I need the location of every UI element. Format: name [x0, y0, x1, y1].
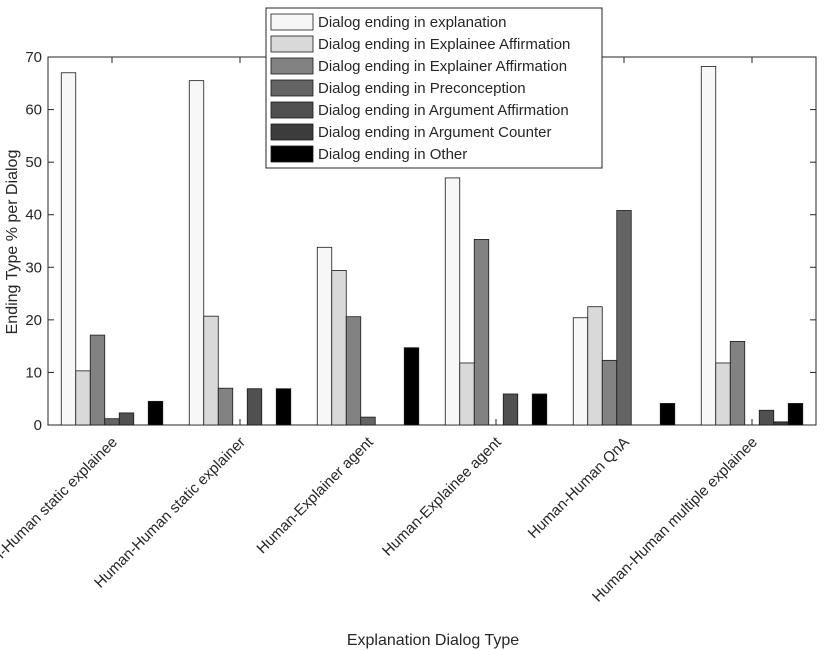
bar — [459, 362, 475, 426]
bar — [60, 72, 77, 426]
legend-swatch — [270, 123, 314, 141]
legend: Dialog ending in explanation Dialog endin… — [265, 7, 603, 169]
y-tick-label: 20 — [25, 312, 42, 329]
bar — [275, 388, 292, 426]
legend-entry: Dialog ending in Explainer Affirmation — [318, 58, 567, 75]
legend-swatch — [270, 35, 314, 53]
x-tick-label: Human-Explainer agent — [253, 433, 377, 557]
y-tick-label: 50 — [25, 154, 42, 171]
bar — [502, 393, 519, 426]
bar — [531, 393, 548, 426]
bar — [147, 400, 164, 426]
axis-labels: Ending Type % per Dialog Explanation Dia… — [4, 150, 519, 649]
bar — [659, 403, 676, 426]
legend-entry: Dialog ending in Other — [318, 146, 467, 163]
legend-swatch — [270, 101, 314, 119]
bar — [89, 334, 106, 426]
bars — [60, 66, 804, 426]
bar — [758, 409, 775, 426]
legend-box — [265, 7, 603, 169]
bar — [331, 270, 347, 426]
legend-swatch — [270, 13, 314, 31]
bar — [473, 239, 490, 426]
bar — [75, 370, 91, 426]
y-tick-label: 10 — [25, 364, 42, 381]
y-axis-label: Ending Type % per Dialog — [4, 150, 21, 335]
bar — [188, 80, 205, 426]
bar — [217, 387, 234, 426]
bar — [616, 210, 632, 426]
legend-swatch — [270, 145, 314, 163]
legend-entry: Dialog ending in Preconception — [318, 80, 526, 97]
bar — [203, 315, 219, 426]
bar — [572, 317, 589, 426]
x-tick-label: Human-Human QnA — [525, 434, 633, 542]
bar — [104, 418, 120, 426]
bar — [587, 306, 603, 426]
x-tick-label: Human-Human static explainer — [91, 434, 249, 592]
legend-swatch — [270, 57, 314, 75]
bar — [403, 347, 420, 426]
bar — [715, 362, 731, 426]
y-tick-label: 0 — [34, 417, 42, 434]
y-tick-label: 70 — [25, 49, 42, 66]
bar — [787, 403, 804, 426]
legend-swatch — [270, 79, 314, 97]
bar — [700, 66, 717, 426]
bar — [345, 316, 362, 426]
y-tick-label: 40 — [25, 207, 42, 224]
bar — [444, 177, 461, 426]
legend-entry: Dialog ending in explanation — [318, 14, 506, 31]
bar — [246, 388, 263, 426]
bar — [729, 341, 746, 426]
x-tick-label: Human-Explainee agent — [379, 433, 505, 559]
legend-entry: Dialog ending in Argument Affirmation — [318, 102, 569, 119]
y-tick-label: 30 — [25, 259, 42, 276]
bar — [773, 421, 789, 426]
bar — [360, 416, 376, 426]
legend-entry: Dialog ending in Argument Counter — [318, 124, 551, 141]
x-axis-label: Explanation Dialog Type — [347, 632, 519, 649]
legend-entry: Dialog ending in Explainee Affirmation — [318, 36, 570, 53]
bar — [316, 246, 333, 426]
bar — [118, 412, 135, 426]
y-tick-label: 60 — [25, 102, 42, 119]
bar — [601, 359, 618, 426]
